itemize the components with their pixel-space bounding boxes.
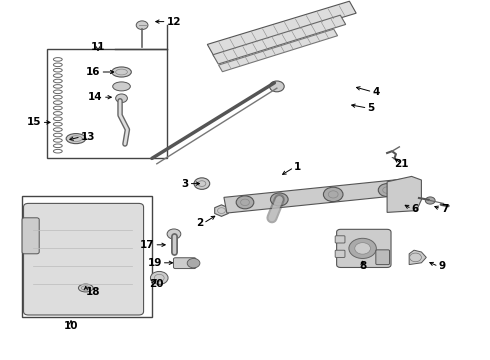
Polygon shape [213,15,345,64]
Polygon shape [409,250,426,265]
Circle shape [323,187,343,202]
Text: 11: 11 [91,42,105,52]
Circle shape [270,193,288,206]
Circle shape [425,197,435,204]
Polygon shape [387,176,421,212]
Text: 13: 13 [81,132,96,142]
FancyBboxPatch shape [335,236,345,243]
Text: 1: 1 [294,162,301,172]
FancyBboxPatch shape [22,218,39,254]
Circle shape [236,196,254,209]
FancyBboxPatch shape [173,258,196,269]
Circle shape [116,94,127,103]
Text: 2: 2 [196,218,203,228]
Text: 19: 19 [147,258,162,268]
Circle shape [349,238,376,258]
Text: 17: 17 [140,240,154,250]
Text: 20: 20 [149,279,164,289]
Bar [22,196,152,317]
Text: 9: 9 [439,261,446,271]
Circle shape [167,229,181,239]
Text: 5: 5 [368,103,375,113]
Text: 7: 7 [441,204,448,214]
Ellipse shape [113,82,130,91]
Text: 15: 15 [27,117,42,127]
Circle shape [187,258,200,268]
FancyBboxPatch shape [337,229,391,267]
Text: 14: 14 [88,92,103,102]
FancyBboxPatch shape [335,250,345,257]
Circle shape [378,184,396,197]
FancyBboxPatch shape [24,203,144,315]
Text: 18: 18 [86,287,100,297]
Text: 16: 16 [86,67,100,77]
Text: 6: 6 [412,204,419,214]
Text: 4: 4 [372,87,380,97]
FancyBboxPatch shape [376,250,390,265]
Circle shape [270,81,284,92]
Circle shape [194,178,210,189]
Text: 10: 10 [64,321,78,331]
Polygon shape [207,1,356,57]
Polygon shape [215,205,228,216]
Ellipse shape [112,67,131,77]
Polygon shape [224,179,403,213]
Polygon shape [219,29,338,72]
Bar [47,49,167,158]
Text: 21: 21 [394,159,409,169]
Circle shape [355,243,370,254]
Circle shape [136,21,148,30]
Ellipse shape [78,284,93,292]
Ellipse shape [66,134,86,144]
Circle shape [150,271,168,284]
Text: 8: 8 [359,261,366,271]
Text: 3: 3 [181,179,189,189]
Text: 12: 12 [167,17,181,27]
